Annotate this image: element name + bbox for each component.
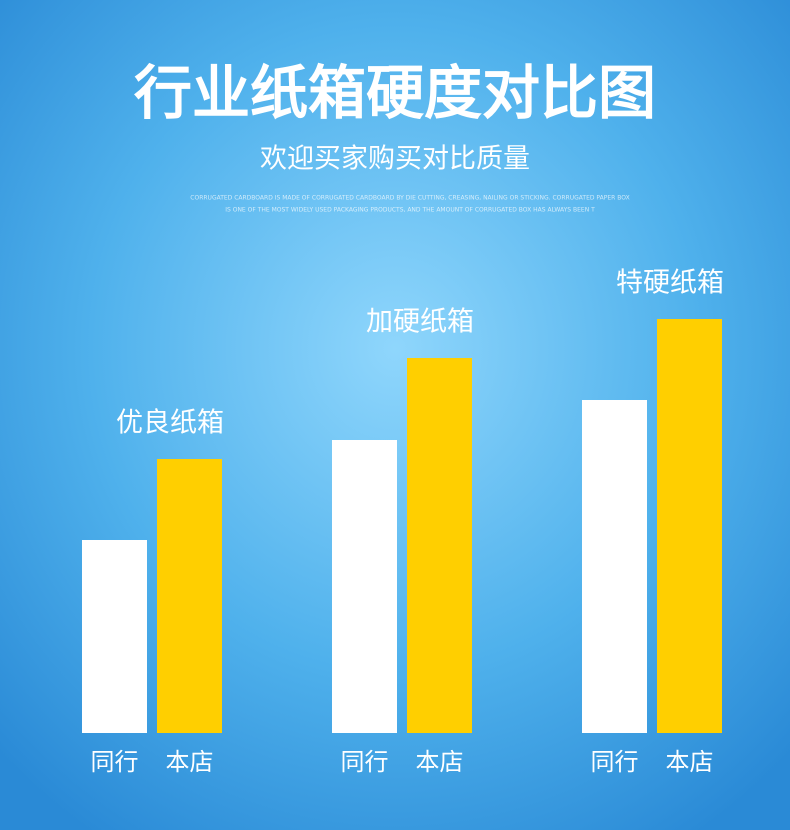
bar bbox=[82, 540, 147, 733]
chart-subtitle: 欢迎买家购买对比质量 bbox=[260, 144, 530, 175]
chart-title: 行业纸箱硬度对比图 bbox=[134, 59, 656, 127]
series-label: 本店 bbox=[416, 748, 464, 776]
series-label: 本店 bbox=[666, 748, 714, 776]
series-label: 同行 bbox=[591, 748, 639, 776]
series-label: 同行 bbox=[341, 748, 389, 776]
caption: CORRUGATED CARDBOARD IS MADE OF CORRUGAT… bbox=[190, 195, 629, 202]
caption: IS ONE OF THE MOST WIDELY USED PACKAGING… bbox=[225, 207, 595, 214]
bar bbox=[157, 459, 222, 733]
bar bbox=[657, 319, 722, 733]
category-label: 优良纸箱 bbox=[116, 408, 224, 439]
series-label: 本店 bbox=[166, 748, 214, 776]
category-label: 特硬纸箱 bbox=[616, 268, 724, 299]
category-label: 加硬纸箱 bbox=[366, 307, 474, 338]
bar bbox=[407, 358, 472, 733]
series-label: 同行 bbox=[91, 748, 139, 776]
bar bbox=[332, 440, 397, 733]
bar bbox=[582, 400, 647, 733]
